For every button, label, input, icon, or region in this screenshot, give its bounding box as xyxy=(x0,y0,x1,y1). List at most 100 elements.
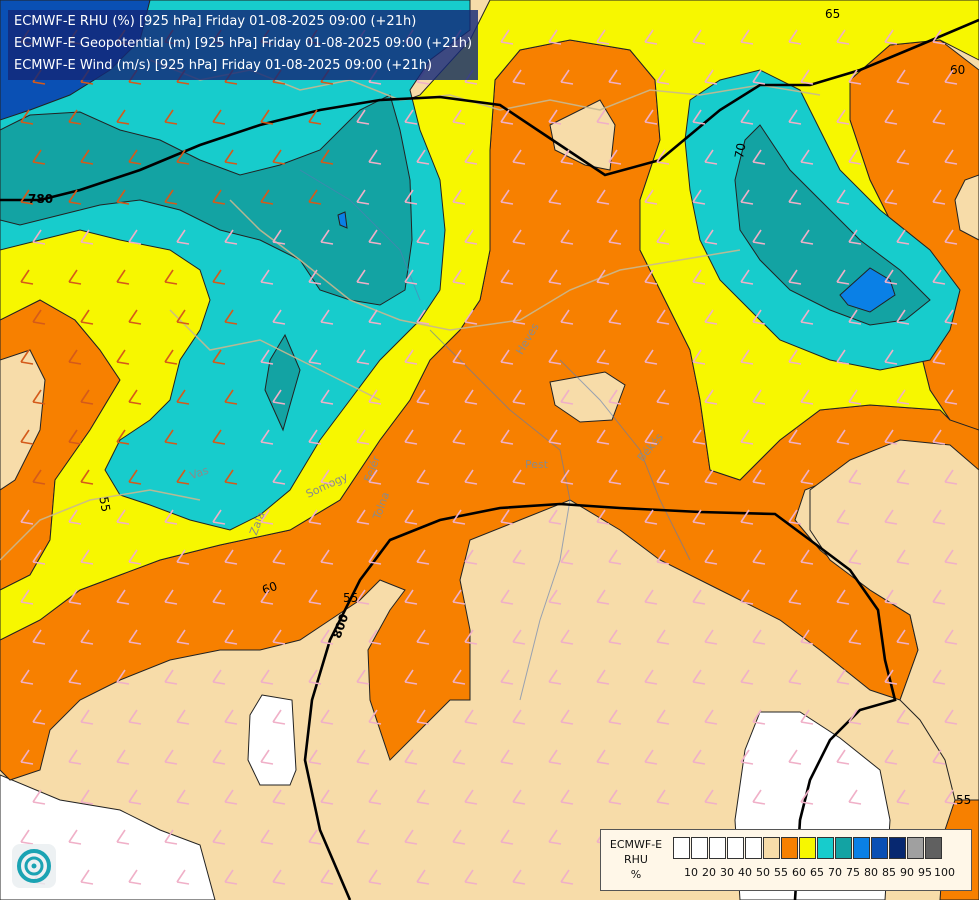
wind-barb xyxy=(560,709,574,725)
wind-barb xyxy=(224,229,238,245)
wind-barb xyxy=(800,549,814,565)
wind-barb xyxy=(560,69,574,85)
wind-barb xyxy=(68,749,82,765)
wind-barb xyxy=(272,389,286,405)
wind-barb xyxy=(848,149,862,165)
wind-barb xyxy=(512,469,526,485)
wind-barb xyxy=(836,509,850,525)
wind-barb xyxy=(320,549,334,565)
wind-barb xyxy=(788,589,802,605)
wind-barb xyxy=(800,389,814,405)
wind-barb xyxy=(608,709,622,725)
wind-barb xyxy=(164,829,178,845)
wind-barb xyxy=(164,269,178,285)
legend-swatch xyxy=(889,837,906,859)
wind-barb xyxy=(800,69,814,85)
wind-barb xyxy=(176,709,190,725)
ecmwf-logo-icon xyxy=(12,844,56,888)
wind-barb xyxy=(512,789,526,805)
contour-label-55-left: 55 xyxy=(96,496,112,513)
wind-barb xyxy=(224,469,238,485)
wind-barb xyxy=(464,309,478,325)
wind-barb xyxy=(20,429,34,445)
wind-barb xyxy=(212,429,226,445)
wind-barb xyxy=(704,629,718,645)
wind-barb xyxy=(944,309,958,325)
wind-barb xyxy=(656,629,670,645)
wind-barb xyxy=(752,309,766,325)
legend-title-model: ECMWF-E xyxy=(609,838,663,851)
wind-barb xyxy=(164,589,178,605)
wind-barb xyxy=(404,749,418,765)
wind-barb xyxy=(596,749,610,765)
wind-barb xyxy=(320,629,334,645)
wind-barb xyxy=(608,629,622,645)
wind-barb xyxy=(464,789,478,805)
legend-swatch xyxy=(781,837,798,859)
wind-barb xyxy=(644,349,658,365)
wind-barb xyxy=(452,429,466,445)
legend-tick-label: 65 xyxy=(810,866,824,879)
wind-barb xyxy=(308,269,322,285)
wind-barb xyxy=(356,349,370,365)
wind-barb xyxy=(260,669,274,685)
wind-barb xyxy=(452,749,466,765)
wind-barb xyxy=(212,589,226,605)
wind-barb xyxy=(272,309,286,325)
wind-barb xyxy=(740,509,754,525)
wind-barb xyxy=(356,669,370,685)
wind-barb xyxy=(608,309,622,325)
wind-barb xyxy=(692,189,706,205)
wind-barb xyxy=(164,509,178,525)
wind-barb xyxy=(512,69,526,85)
wind-barb xyxy=(212,749,226,765)
contour-label-60-right: 60 xyxy=(950,63,965,77)
wind-barb xyxy=(896,469,910,485)
wind-barb xyxy=(932,349,946,365)
wind-barb xyxy=(260,749,274,765)
title-wind: ECMWF-E Wind (m/s) [925 hPa] Friday 01-0… xyxy=(14,58,433,73)
wind-barb xyxy=(224,549,238,565)
wind-barb xyxy=(692,29,706,45)
wind-barb xyxy=(320,149,334,165)
wind-barb xyxy=(752,709,766,725)
legend-tick-label: 90 xyxy=(900,866,914,879)
wind-barb xyxy=(656,789,670,805)
wind-barb xyxy=(656,69,670,85)
wind-barb xyxy=(176,469,190,485)
wind-barb xyxy=(128,469,142,485)
wind-barb xyxy=(644,669,658,685)
wind-barb xyxy=(752,69,766,85)
wind-barb xyxy=(740,429,754,445)
rhu-field-teal-small xyxy=(264,333,301,432)
legend-tick-label: 10 xyxy=(684,866,698,879)
wind-barb xyxy=(944,229,958,245)
contour-label-55-center: 55 xyxy=(343,591,358,605)
wind-barb xyxy=(896,309,910,325)
wind-barb xyxy=(836,669,850,685)
wind-barb xyxy=(788,349,802,365)
wind-barb xyxy=(452,509,466,525)
legend-title-unit: % xyxy=(630,868,642,881)
wind-barb xyxy=(68,669,82,685)
wind-barb xyxy=(596,109,610,125)
wind-barb xyxy=(272,709,286,725)
wind-barb xyxy=(20,189,34,205)
wind-barb xyxy=(224,629,238,645)
map-title-box: ECMWF-E RHU (%) [925 hPa] Friday 01-08-2… xyxy=(8,10,479,80)
wind-barb xyxy=(68,429,82,445)
wind-barb xyxy=(272,789,286,805)
wind-barb xyxy=(116,509,130,525)
wind-barb xyxy=(704,69,718,85)
title-geopotential: ECMWF-E Geopotential (m) [925 hPa] Frida… xyxy=(14,36,473,51)
wind-barb xyxy=(20,589,34,605)
wind-barb xyxy=(452,349,466,365)
wind-barb xyxy=(32,709,46,725)
region-label-vas: Vas xyxy=(188,463,211,482)
rhu-field-tan-center xyxy=(549,371,626,423)
wind-barb xyxy=(416,869,430,885)
wind-barb xyxy=(20,669,34,685)
wind-barb xyxy=(548,669,562,685)
wind-barb xyxy=(320,709,334,725)
wind-barb xyxy=(116,749,130,765)
